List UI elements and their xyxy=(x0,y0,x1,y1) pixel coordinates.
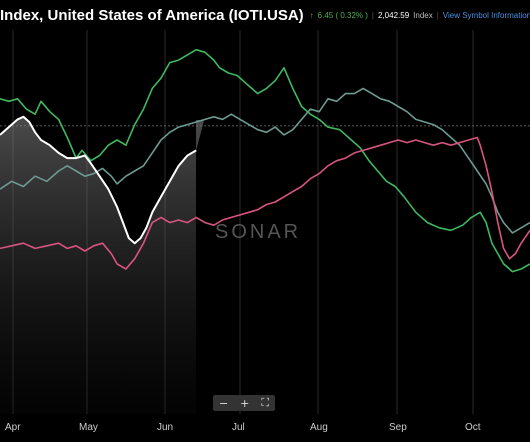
x-tick-label: Aug xyxy=(310,422,328,433)
index-value: 2,042.59 xyxy=(378,10,410,20)
zoom-out-button[interactable]: − xyxy=(218,396,229,410)
x-tick-label: Jul xyxy=(232,422,245,433)
series-line-teal[interactable] xyxy=(0,87,530,234)
shaded-region xyxy=(0,116,205,414)
x-tick-label: Apr xyxy=(5,422,21,433)
x-tick-label: Oct xyxy=(465,422,481,433)
series-line-green[interactable] xyxy=(0,48,530,273)
series-line-pink[interactable] xyxy=(0,136,530,270)
x-tick-label: Sep xyxy=(389,422,407,433)
x-tick-label: May xyxy=(79,422,98,433)
header-meta: ↑ 6.45 ( 0.32% ) | 2,042.59 Index | View… xyxy=(310,11,530,20)
change-arrow-icon: ↑ xyxy=(309,10,314,20)
view-symbol-link[interactable]: View Symbol Information xyxy=(442,10,530,20)
zoom-in-button[interactable]: + xyxy=(240,396,250,410)
separator: | xyxy=(436,10,439,20)
series-line-white[interactable] xyxy=(0,115,197,245)
separator: | xyxy=(371,10,374,20)
index-unit: Index xyxy=(413,10,433,20)
chart-title: Index, United States of America (IOTI.US… xyxy=(0,6,304,24)
x-tick-label: Jun xyxy=(157,422,174,433)
fit-icon[interactable]: ⛶ xyxy=(261,396,270,409)
change-value: 6.45 ( 0.32% ) xyxy=(317,10,368,20)
zoom-controls: − + ⛶ xyxy=(213,395,275,411)
watermark: SONAR xyxy=(215,221,302,243)
chart-header: Index, United States of America (IOTI.US… xyxy=(0,0,530,30)
